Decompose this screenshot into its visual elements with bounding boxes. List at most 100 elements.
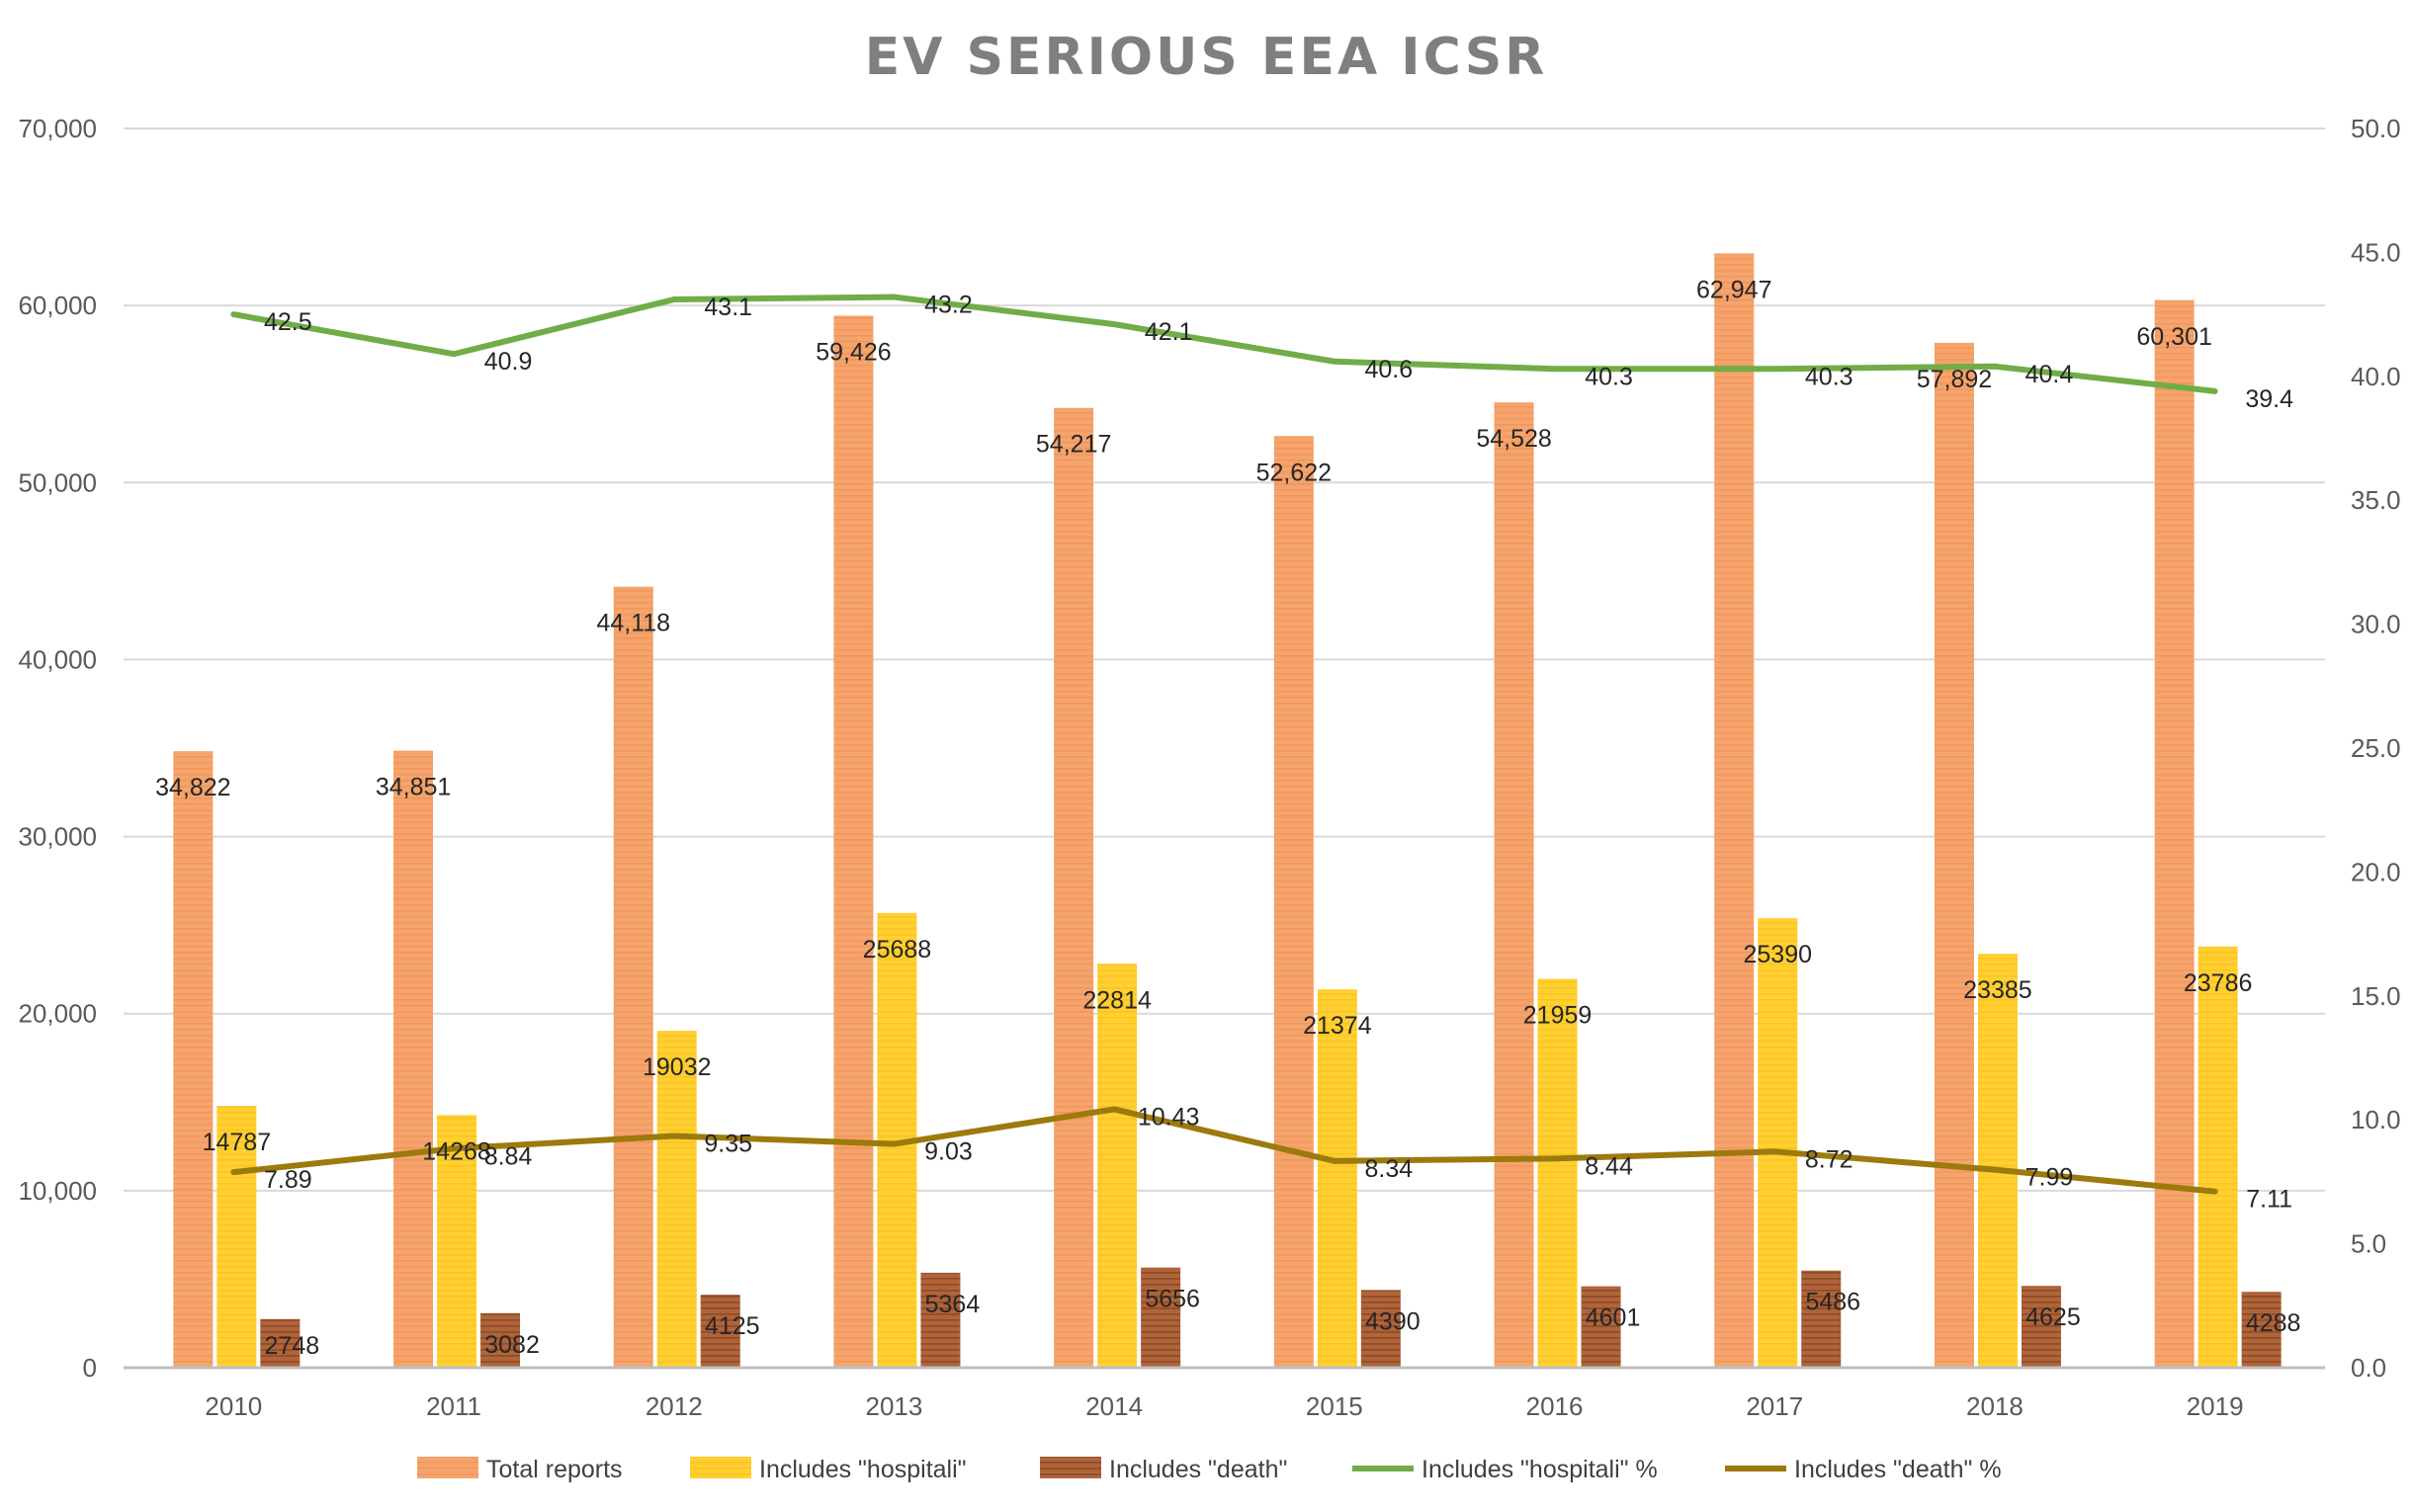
legend-total-reports-text: Total reports (486, 1456, 623, 1483)
bar-includes-hospitali-label: 23385 (1963, 976, 2032, 1004)
bar-includes-hospitali-label: 21959 (1523, 1002, 1593, 1030)
line-includes-death-pct-label: 7.99 (2025, 1164, 2074, 1192)
y-left-tick-label: 40,000 (18, 644, 97, 674)
legend-includes-death-swatch (1040, 1457, 1101, 1478)
y-left-tick-label: 50,000 (18, 467, 97, 497)
line-includes-hospitali-pct-label: 42.1 (1145, 318, 1193, 346)
y-left-tick-label: 10,000 (18, 1176, 97, 1206)
bar-includes-death (2241, 1292, 2282, 1368)
line-includes-death-pct-label: 10.43 (1138, 1103, 1200, 1131)
line-includes-death-pct-label: 8.44 (1585, 1152, 1633, 1180)
bar-series (173, 253, 2282, 1369)
bar-total-reports-label: 60,301 (2136, 323, 2211, 351)
chart-title: EV SERIOUS EEA ICSR (865, 28, 1548, 87)
line-includes-hospitali-pct-label: 40.6 (1365, 356, 1414, 383)
x-tick-label: 2013 (866, 1391, 923, 1421)
bar-includes-death (1141, 1267, 1181, 1368)
bar-includes-hospitali (216, 1106, 257, 1368)
line-includes-hospitali-pct-label: 40.9 (484, 348, 533, 376)
bar-includes-death-label: 5656 (1145, 1286, 1200, 1313)
bar-total-reports-label: 34,822 (155, 774, 230, 801)
x-tick-label: 2010 (205, 1391, 262, 1421)
bar-includes-death-label: 4125 (705, 1312, 760, 1340)
gridlines (124, 127, 2325, 1192)
line-includes-hospitali-pct-label: 40.4 (2025, 361, 2074, 388)
bar-includes-hospitali-label: 19032 (643, 1053, 712, 1081)
right-axis-ticks: 0.0 5.0 10.0 15.0 20.0 25.0 30.0 35.0 40.0 45.0 50… (2351, 114, 2401, 1383)
x-tick-label: 2014 (1085, 1391, 1143, 1421)
bar-includes-hospitali-label: 22814 (1082, 986, 1152, 1014)
x-tick-label: 2017 (1746, 1391, 1803, 1421)
bar-total-reports (173, 751, 214, 1368)
y-right-tick-label: 5.0 (2351, 1229, 2386, 1259)
y-right-tick-label: 45.0 (2351, 237, 2401, 267)
bar-includes-death (700, 1295, 740, 1368)
bar-includes-death-label: 3082 (484, 1331, 540, 1359)
line-series (230, 294, 2218, 1195)
bar-includes-death (480, 1312, 521, 1368)
line-includes-hospitali-pct-label: 39.4 (2245, 385, 2293, 413)
line-includes-hospitali-pct-label: 40.3 (1805, 363, 1853, 390)
y-right-tick-label: 35.0 (2351, 485, 2401, 515)
x-tick-label: 2019 (2187, 1391, 2244, 1421)
bar-includes-hospitali (1097, 964, 1138, 1368)
line-includes-death-pct-label: 7.11 (2246, 1186, 2292, 1214)
bar-total-reports (2154, 299, 2195, 1368)
bar-includes-hospitali-label: 14268 (422, 1137, 491, 1165)
line-includes-hospitali-pct-label: 42.5 (264, 308, 312, 336)
bar-includes-hospitali-label: 25390 (1743, 941, 1812, 968)
legend: Total reports Includes "hospitali" Include… (417, 1456, 2002, 1483)
x-axis-ticks: 2010 2011 2012 2013 2014 2015 2016 2017 2018 2019 (205, 1391, 2243, 1421)
bar-includes-hospitali (1758, 918, 1798, 1368)
x-tick-label: 2011 (426, 1391, 481, 1421)
bar-total-reports (393, 750, 434, 1368)
bar-includes-hospitali-label: 23786 (2184, 969, 2253, 997)
line-includes-death-pct-label: 8.34 (1365, 1155, 1414, 1183)
x-tick-label: 2015 (1306, 1391, 1363, 1421)
bar-includes-hospitali (656, 1031, 697, 1368)
bar-includes-death (920, 1272, 961, 1368)
bar-total-reports-label: 54,528 (1476, 425, 1551, 453)
line-includes-hospitali-pct-label: 43.2 (924, 292, 973, 319)
y-left-tick-label: 70,000 (18, 114, 97, 143)
y-right-tick-label: 50.0 (2351, 114, 2401, 143)
bar-total-reports-label: 52,622 (1256, 459, 1332, 486)
bar-includes-death-label: 4390 (1365, 1307, 1421, 1335)
x-tick-label: 2012 (646, 1391, 703, 1421)
bar-includes-hospitali (437, 1115, 477, 1368)
line-includes-death-pct-label: 8.72 (1805, 1145, 1853, 1173)
bar-total-reports (833, 315, 874, 1368)
y-left-tick-label: 60,000 (18, 291, 97, 320)
x-tick-label: 2018 (1966, 1391, 2024, 1421)
bar-total-reports (1714, 253, 1755, 1368)
bar-total-reports (1494, 402, 1534, 1369)
bar-includes-death (1801, 1270, 1842, 1368)
bar-total-reports-label: 62,947 (1696, 276, 1771, 303)
bar-includes-death-label: 2748 (265, 1332, 320, 1360)
legend-includes-hospitali-pct-text: Includes "hospitali" % (1421, 1456, 1658, 1483)
bar-includes-hospitali (1317, 989, 1357, 1368)
bar-total-reports (1054, 407, 1094, 1368)
left-axis-ticks: 0 10,000 20,000 30,000 40,000 50,000 60,000 70,… (18, 114, 97, 1383)
legend-includes-death-pct-text: Includes "death" % (1794, 1456, 2002, 1483)
line-includes-death-pct (230, 1106, 2218, 1195)
bar-includes-death-label: 4601 (1586, 1304, 1641, 1332)
bar-includes-hospitali (1537, 978, 1578, 1368)
line-includes-death-pct-label: 7.89 (264, 1166, 312, 1194)
line-includes-death-pct-label: 9.35 (704, 1131, 752, 1158)
bar-includes-hospitali-label: 14787 (203, 1129, 272, 1156)
y-left-tick-label: 0 (83, 1353, 97, 1383)
bar-total-reports-label: 54,217 (1036, 431, 1111, 459)
y-right-tick-label: 40.0 (2351, 362, 2401, 391)
bar-includes-hospitali (2197, 946, 2238, 1368)
bar-total-reports-label: 59,426 (816, 338, 891, 366)
bar-includes-hospitali-label: 21374 (1303, 1012, 1372, 1040)
y-right-tick-label: 15.0 (2351, 981, 2401, 1011)
bar-includes-death-label: 4288 (2246, 1309, 2301, 1337)
y-left-tick-label: 20,000 (18, 999, 97, 1029)
y-right-tick-label: 10.0 (2351, 1105, 2401, 1134)
legend-total-reports-swatch (417, 1457, 478, 1478)
bar-includes-death-label: 4625 (2025, 1303, 2081, 1331)
y-right-tick-label: 25.0 (2351, 733, 2401, 763)
